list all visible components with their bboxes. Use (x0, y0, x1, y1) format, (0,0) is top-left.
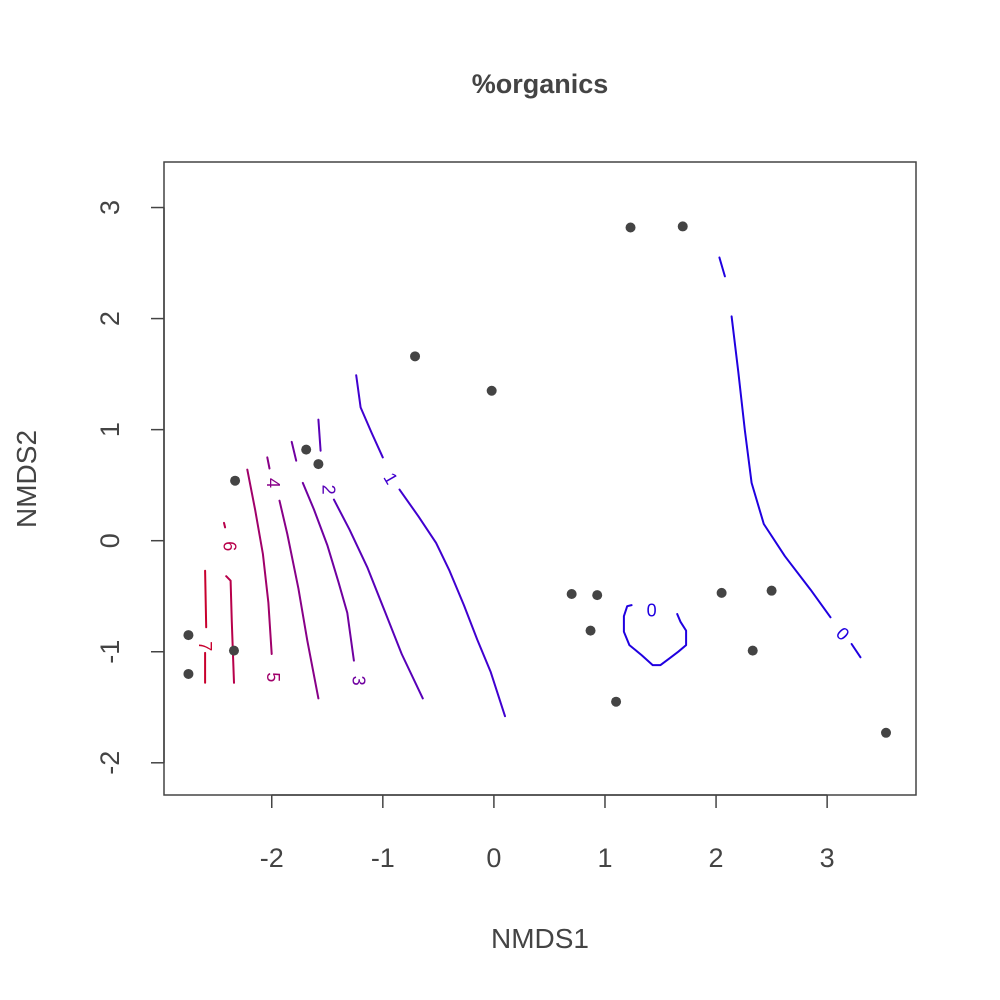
data-point (228, 645, 239, 656)
chart-title: %organics (472, 69, 609, 99)
x-tick-label: -2 (260, 843, 284, 873)
x-tick-label: 0 (486, 843, 501, 873)
data-point (230, 475, 241, 486)
data-point (301, 444, 312, 455)
data-point (716, 587, 727, 598)
y-axis-label: NMDS2 (11, 430, 42, 528)
x-tick-label: 2 (709, 843, 724, 873)
data-point (585, 625, 596, 636)
contour-layer: 7 6 5 4 3 2 1 0 0 (195, 256, 862, 718)
y-tick-label: 1 (95, 422, 125, 437)
data-point (592, 590, 603, 601)
x-tick-label: -1 (371, 843, 395, 873)
contour-label-0: 0 (647, 601, 657, 621)
data-point (881, 727, 892, 738)
contour-line-0 (622, 604, 688, 667)
data-point (410, 351, 421, 362)
contour-line-3 (290, 440, 298, 462)
point-layer (183, 221, 892, 738)
contour-label-7: 7 (195, 641, 215, 651)
contour-line-7 (204, 569, 208, 629)
contour-line-0 (850, 643, 862, 659)
data-point (611, 696, 622, 707)
x-axis: -2 -1 0 1 2 3 (260, 794, 835, 873)
contour-line-6 (223, 521, 227, 529)
contour-line-3 (301, 481, 355, 662)
data-point (766, 585, 777, 596)
contour-line-4 (266, 456, 271, 470)
data-point (625, 222, 636, 233)
contour-label-6: 6 (220, 541, 240, 551)
data-point (566, 588, 577, 599)
contour-line-1 (398, 488, 506, 718)
y-tick-label: 0 (95, 533, 125, 548)
contour-line-2 (332, 498, 424, 700)
y-tick-label: -1 (95, 640, 125, 664)
contour-line-4 (278, 499, 320, 700)
x-tick-label: 1 (597, 843, 612, 873)
contour-label-2: 2 (318, 485, 338, 495)
x-tick-label: 3 (820, 843, 835, 873)
data-point (677, 221, 688, 232)
contour-label-0: 0 (832, 623, 853, 644)
y-axis: -2 -1 0 1 2 3 (95, 200, 165, 775)
y-tick-label: 2 (95, 311, 125, 326)
data-point (747, 645, 758, 656)
contour-line-5 (246, 468, 273, 655)
data-point (313, 459, 324, 470)
data-point (486, 385, 497, 396)
contour-line-0 (730, 315, 832, 619)
y-tick-label: 3 (95, 200, 125, 215)
contour-label-5: 5 (263, 672, 283, 682)
contour-label-4: 4 (263, 478, 283, 488)
contour-label-1: 1 (379, 469, 401, 488)
contour-line-2 (317, 418, 322, 452)
contour-line-1 (355, 374, 384, 459)
y-tick-label: -2 (95, 751, 125, 775)
x-axis-label: NMDS1 (491, 923, 589, 954)
data-point (183, 630, 194, 641)
contour-line-6 (225, 575, 235, 684)
contour-label-3: 3 (348, 676, 368, 686)
data-point (183, 668, 194, 679)
contour-line-0 (718, 256, 726, 278)
